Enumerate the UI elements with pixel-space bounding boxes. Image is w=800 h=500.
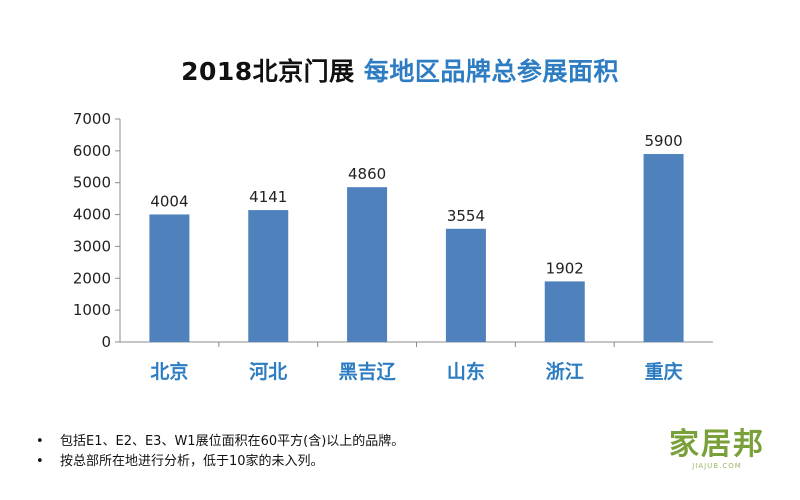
y-tick-label: 7000	[73, 110, 111, 128]
footnote-2: • 按总部所在地进行分析，低于10家的未入列。	[36, 452, 404, 472]
y-tick-label: 3000	[73, 237, 111, 255]
y-tick-label: 2000	[73, 269, 111, 287]
data-label: 4004	[150, 192, 188, 210]
x-tick-label: 河北	[249, 361, 287, 383]
data-label: 3554	[447, 207, 485, 225]
bar	[347, 187, 388, 342]
bar	[248, 210, 289, 342]
x-tick-label: 北京	[150, 360, 188, 383]
x-tick-label: 重庆	[645, 360, 683, 383]
data-label: 4141	[249, 188, 287, 206]
bar-chart: 0 1000 2000 3000 4000 5000 6000 7000 4004 北京 4141 河…	[73, 110, 713, 383]
x-tick-label: 黑吉辽	[339, 360, 396, 383]
y-tick-label: 4000	[73, 206, 111, 224]
data-label: 1902	[546, 259, 584, 277]
bar	[445, 228, 486, 342]
data-label: 4860	[348, 165, 386, 183]
y-tick-label: 6000	[73, 142, 111, 160]
bar	[149, 214, 190, 342]
y-tick-label: 0	[101, 333, 111, 351]
bullet-icon: •	[36, 434, 44, 449]
y-tick-label: 1000	[73, 301, 111, 319]
bar	[544, 281, 585, 342]
x-tick-label: 浙江	[546, 360, 584, 383]
chart-title-part1: 2018北京门展	[181, 57, 355, 86]
logo-text: 家居邦	[669, 427, 765, 462]
chart-title-part2: 每地区品牌总参展面积	[363, 57, 619, 86]
footnote-text: 按总部所在地进行分析，低于10家的未入列。	[60, 454, 324, 469]
x-tick-label: 山东	[447, 360, 485, 383]
y-tick-label: 5000	[73, 174, 111, 192]
brand-logo: 家居邦 JIAJUB.COM	[662, 427, 772, 471]
chart-title: 2018北京门展 每地区品牌总参展面积	[0, 52, 800, 88]
logo-subtext: JIAJUB.COM	[692, 462, 742, 470]
footnote-text: 包括E1、E2、E3、W1展位面积在60平方(含)以上的品牌。	[60, 434, 405, 449]
data-label: 5900	[644, 132, 682, 150]
bar	[643, 154, 684, 342]
footnotes: • 包括E1、E2、E3、W1展位面积在60平方(含)以上的品牌。 • 按总部所…	[36, 432, 404, 472]
bullet-icon: •	[36, 454, 44, 469]
footnote-1: • 包括E1、E2、E3、W1展位面积在60平方(含)以上的品牌。	[36, 432, 404, 452]
